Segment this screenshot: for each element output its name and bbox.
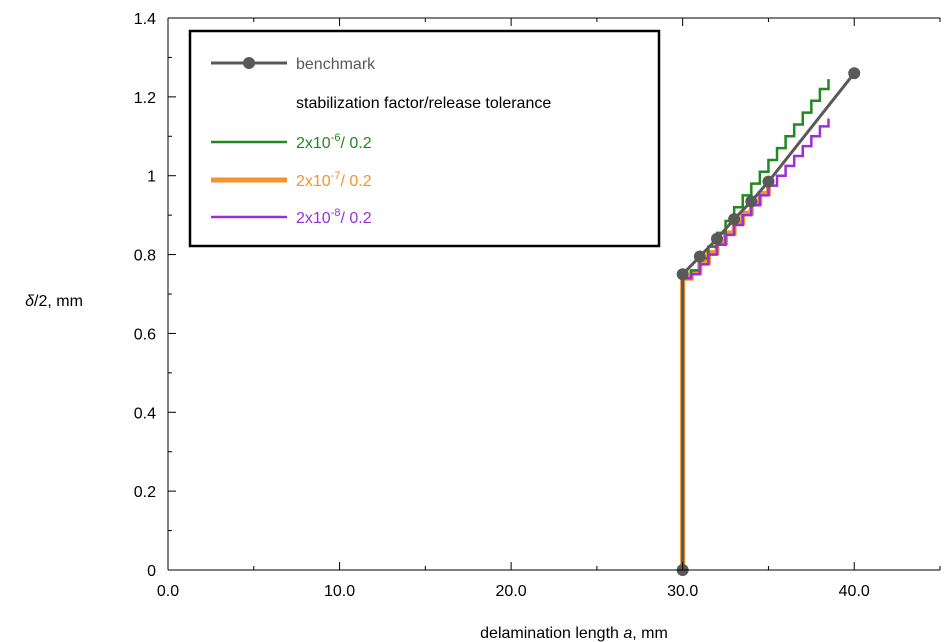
x-axis-label-part: , mm: [632, 625, 668, 642]
y-tick-label: 1: [147, 169, 156, 186]
y-tick-label: 0.4: [134, 405, 156, 422]
legend-label-1: 2x10-6/ 0.2: [296, 132, 372, 152]
data-point: [676, 268, 689, 281]
legend-box: [188, 29, 661, 248]
y-tick-label: 1.4: [134, 11, 156, 28]
legend-label-part: / 0.2: [340, 173, 371, 190]
legend-label-part: 2x10: [296, 135, 331, 152]
data-point: [745, 195, 758, 208]
legend-label-part: -7: [331, 170, 341, 182]
series-line-3: [681, 118, 830, 570]
y-tick-label: 0.8: [134, 248, 156, 265]
legend-label-part: 2x10: [296, 173, 331, 190]
data-point: [762, 175, 775, 188]
series-line-1: [681, 79, 830, 570]
legend-label-part: -8: [331, 207, 341, 219]
y-tick-label: 0: [147, 563, 156, 580]
legend-heading: stabilization factor/release tolerance: [296, 95, 551, 112]
x-axis-label-part: a: [623, 625, 632, 642]
legend-label-benchmark: benchmark: [296, 56, 376, 73]
x-axis-label: delamination length a, mm: [480, 625, 668, 642]
y-axis-label-part: /2, mm: [34, 293, 83, 310]
legend-label-part: 2x10: [296, 210, 331, 227]
y-axis-label-part: δ: [25, 293, 35, 310]
x-axis-label-part: delamination length: [480, 625, 623, 642]
x-tick-label: 20.0: [496, 583, 527, 600]
x-tick-label: 10.0: [324, 583, 355, 600]
x-tick-label: 30.0: [667, 583, 698, 600]
data-point: [728, 213, 741, 226]
legend-label-part: / 0.2: [340, 135, 371, 152]
data-point: [848, 67, 861, 80]
y-tick-label: 1.2: [134, 90, 156, 107]
axes: 0.0 10.0 20.0 30.0 40.0 0 0.2 0.4 0.6 0.8 1 1.2 1.4: [134, 11, 941, 600]
series-layer: [676, 67, 861, 576]
y-tick-label: 0.2: [134, 484, 156, 501]
data-point: [710, 232, 723, 245]
legend-label-part: / 0.2: [340, 210, 371, 227]
y-axis-label: δ/2, mm: [25, 293, 83, 310]
legend-label-part: -6: [331, 132, 341, 144]
legend-label-2: 2x10-7/ 0.2: [296, 170, 372, 190]
legend: benchmark stabilization factor/release to…: [188, 29, 661, 248]
x-tick-label: 40.0: [839, 583, 870, 600]
data-point: [693, 250, 706, 263]
x-tick-label: 0.0: [157, 583, 179, 600]
y-tick-label: 0.6: [134, 326, 156, 343]
series-line-0: [681, 72, 856, 570]
legend-marker-benchmark: [243, 57, 255, 69]
legend-label-3: 2x10-8/ 0.2: [296, 207, 372, 227]
